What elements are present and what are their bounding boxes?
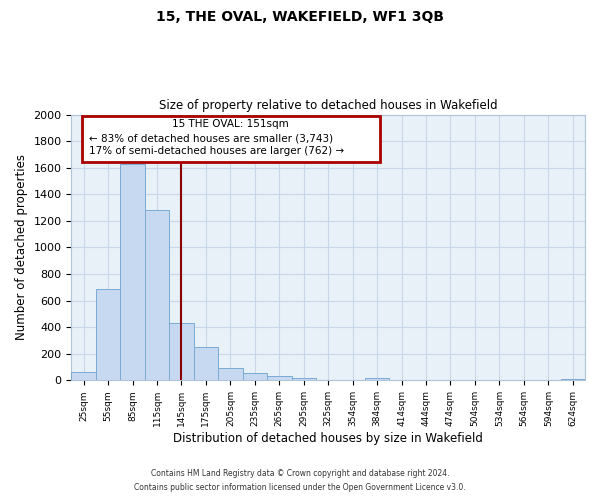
Text: Contains public sector information licensed under the Open Government Licence v3: Contains public sector information licen… (134, 484, 466, 492)
Text: Contains HM Land Registry data © Crown copyright and database right 2024.: Contains HM Land Registry data © Crown c… (151, 468, 449, 477)
Text: 15, THE OVAL, WAKEFIELD, WF1 3QB: 15, THE OVAL, WAKEFIELD, WF1 3QB (156, 10, 444, 24)
Bar (218, 368, 242, 380)
Bar (71, 372, 96, 380)
Text: ← 83% of detached houses are smaller (3,743): ← 83% of detached houses are smaller (3,… (89, 133, 334, 143)
Bar (194, 347, 218, 380)
Bar (145, 210, 169, 380)
Bar (242, 374, 267, 380)
Bar (292, 378, 316, 380)
X-axis label: Distribution of detached houses by size in Wakefield: Distribution of detached houses by size … (173, 432, 483, 445)
Text: 15 THE OVAL: 151sqm: 15 THE OVAL: 151sqm (172, 119, 289, 129)
Bar (121, 164, 145, 380)
Bar (365, 378, 389, 380)
Bar (169, 322, 194, 380)
Bar (267, 376, 292, 380)
Bar (96, 288, 121, 380)
Title: Size of property relative to detached houses in Wakefield: Size of property relative to detached ho… (159, 99, 497, 112)
Y-axis label: Number of detached properties: Number of detached properties (15, 154, 28, 340)
Bar (560, 379, 585, 380)
FancyBboxPatch shape (82, 116, 380, 162)
Text: 17% of semi-detached houses are larger (762) →: 17% of semi-detached houses are larger (… (89, 146, 344, 156)
